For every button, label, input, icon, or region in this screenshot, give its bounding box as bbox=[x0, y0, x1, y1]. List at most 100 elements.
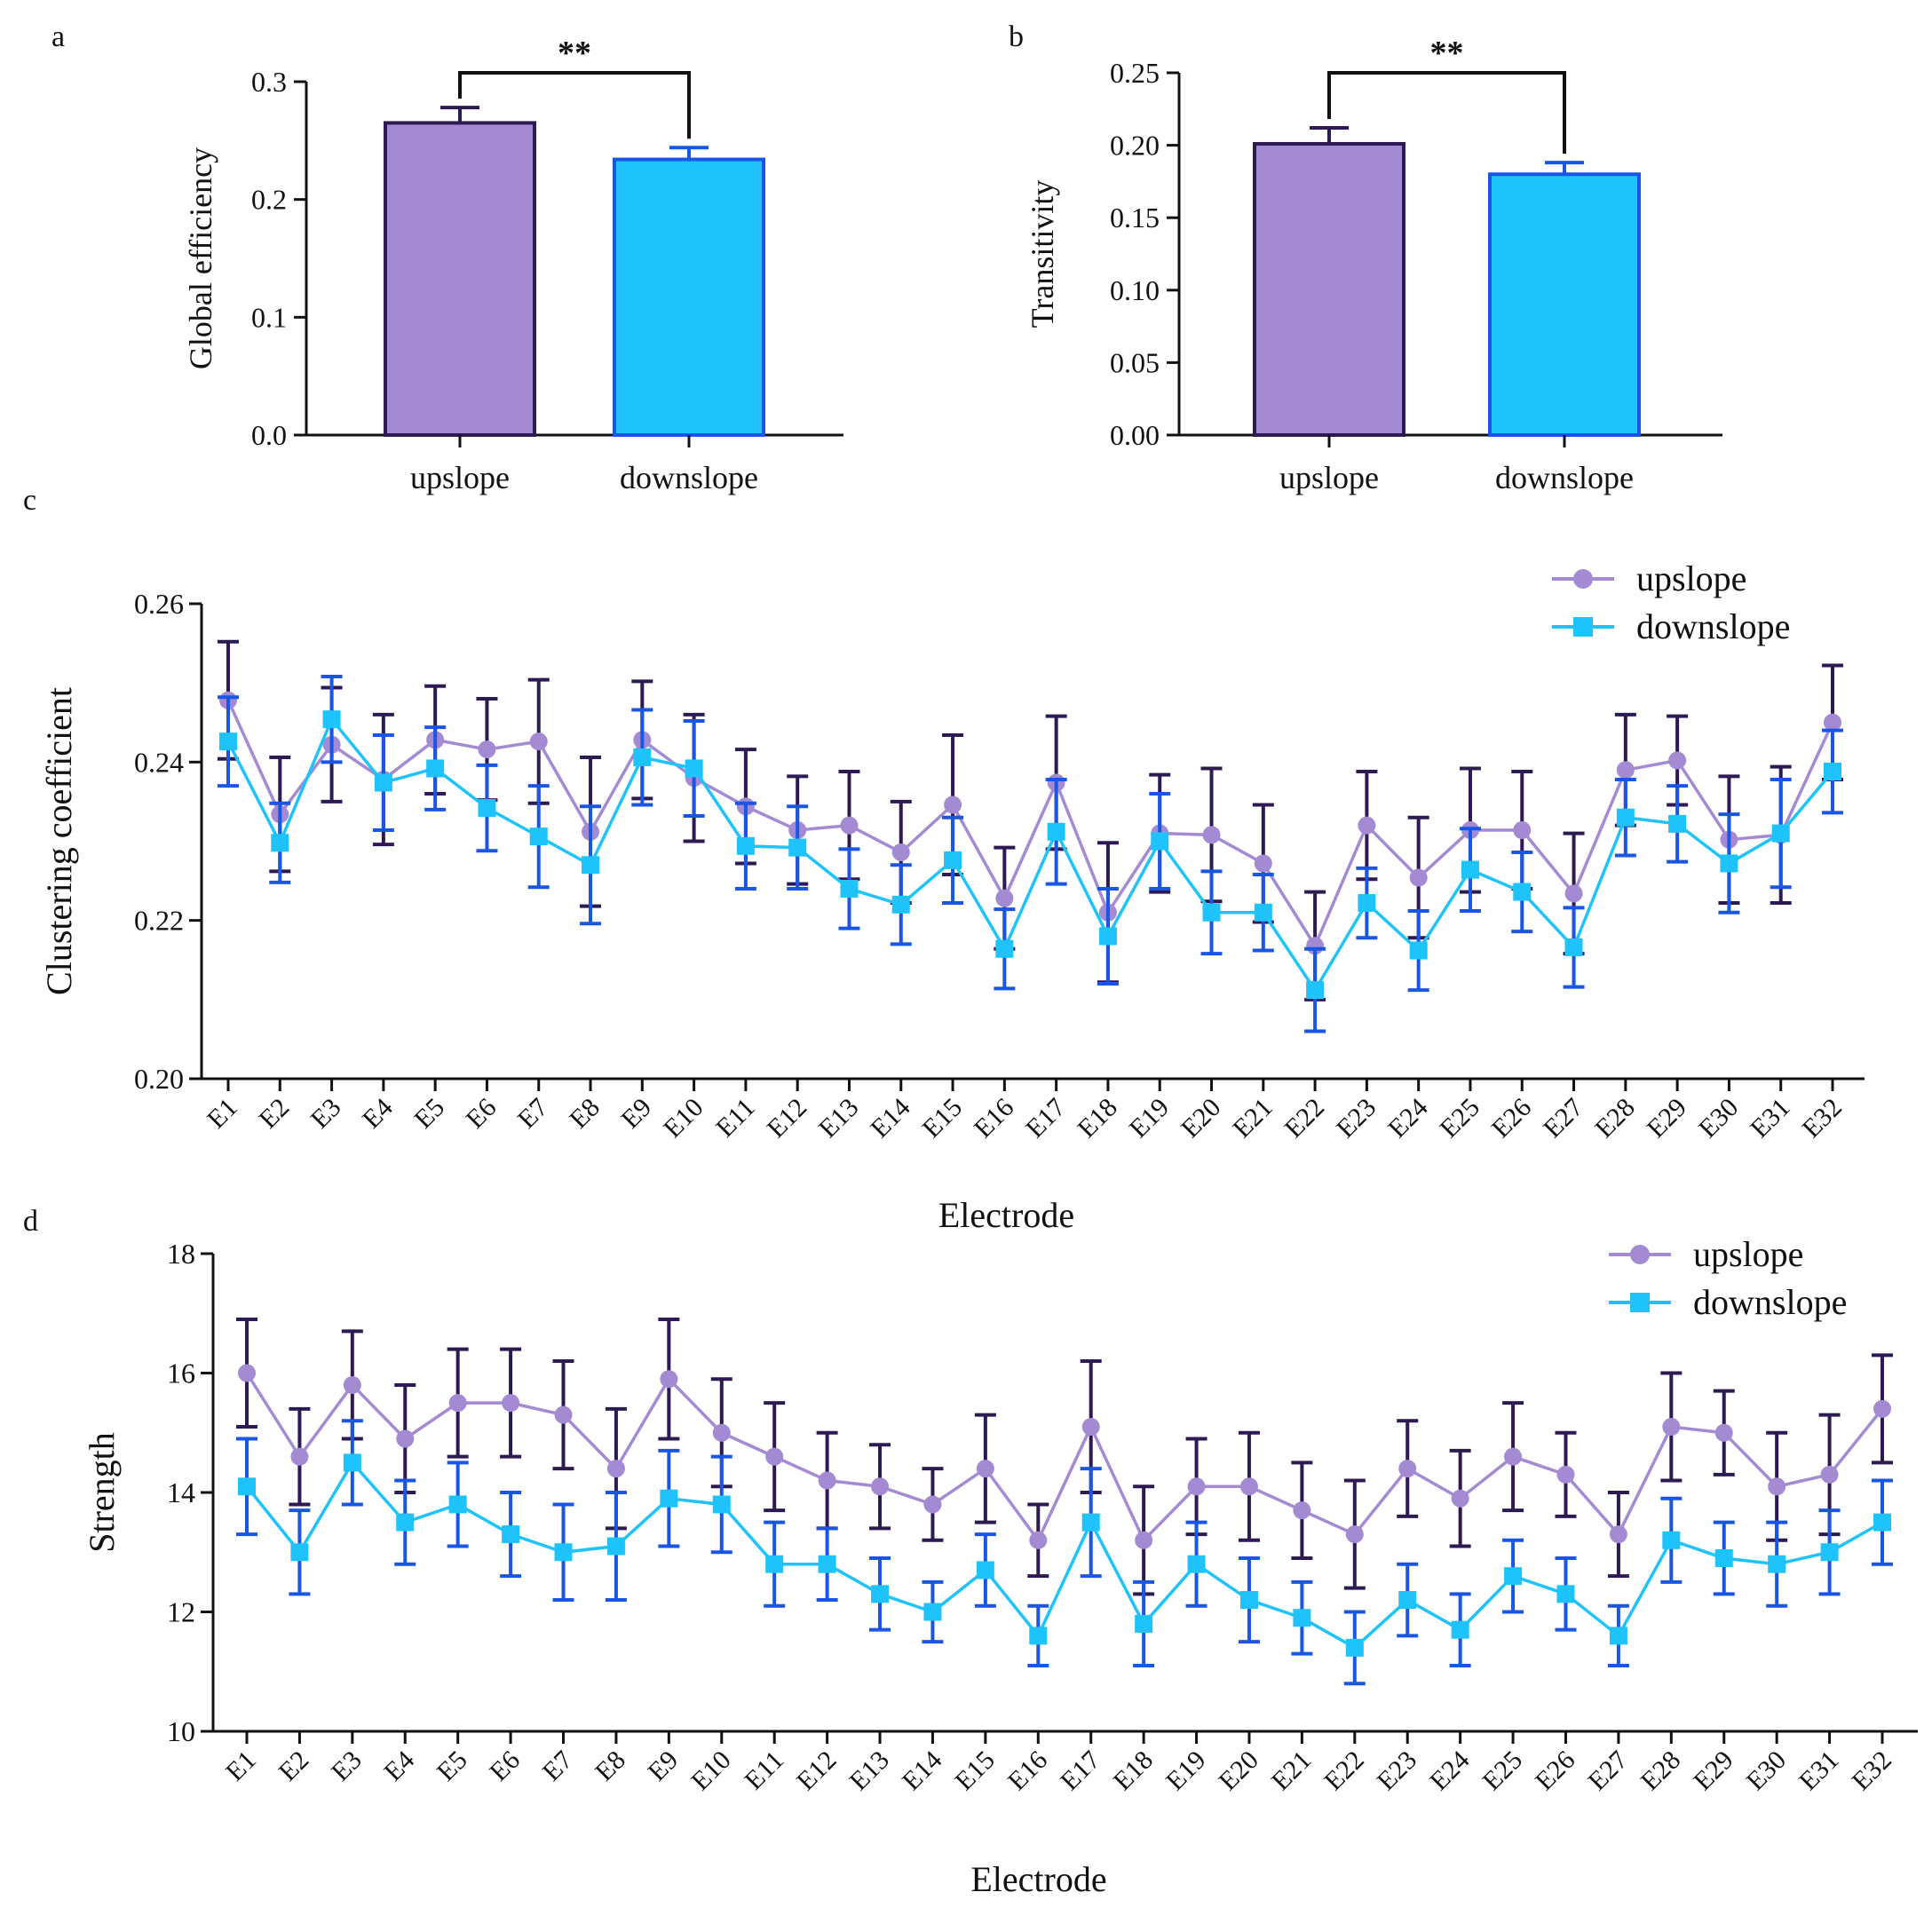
x-axis-label: Electrode bbox=[938, 1195, 1074, 1235]
x-tick-label: E10 bbox=[685, 1746, 737, 1797]
x-tick-label: E12 bbox=[791, 1746, 843, 1797]
data-point-upslope bbox=[1616, 761, 1635, 780]
x-tick-label: E17 bbox=[1020, 1093, 1072, 1144]
panel-label-b: b bbox=[1009, 20, 1024, 53]
x-tick-label: upslope bbox=[410, 460, 510, 495]
series-line-downslope bbox=[226, 716, 1834, 994]
x-tick-label: E27 bbox=[1582, 1746, 1634, 1797]
data-point-downslope bbox=[1609, 1627, 1627, 1645]
x-tick-label: E29 bbox=[1688, 1746, 1739, 1797]
data-point-downslope bbox=[712, 1495, 731, 1514]
data-point-upslope bbox=[1398, 1460, 1417, 1478]
data-point-upslope bbox=[1293, 1501, 1311, 1520]
data-point-downslope bbox=[426, 759, 445, 778]
x-tick-label: E8 bbox=[590, 1746, 631, 1787]
data-point-downslope bbox=[1081, 1513, 1100, 1532]
legend-marker-upslope bbox=[1630, 1245, 1650, 1264]
data-point-downslope bbox=[219, 732, 237, 751]
y-axis-label: Clustering coefficient bbox=[39, 687, 79, 995]
data-point-upslope bbox=[944, 796, 962, 814]
data-point-downslope bbox=[1820, 1543, 1839, 1562]
significance-label: ** bbox=[1430, 35, 1464, 72]
data-point-downslope bbox=[271, 834, 289, 852]
significance-bracket bbox=[458, 71, 691, 139]
x-tick-label: E14 bbox=[897, 1746, 948, 1797]
bar-downslope bbox=[1488, 172, 1641, 438]
data-point-upslope bbox=[1029, 1531, 1048, 1549]
x-tick-label: E13 bbox=[843, 1746, 895, 1797]
data-point-upslope bbox=[891, 843, 910, 861]
data-point-downslope bbox=[944, 851, 962, 869]
significance-label: ** bbox=[558, 35, 591, 72]
data-point-downslope bbox=[1668, 814, 1687, 833]
data-point-upslope bbox=[976, 1460, 994, 1478]
data-point-downslope bbox=[736, 836, 755, 855]
series-line-upslope bbox=[245, 1372, 1884, 1544]
data-point-downslope bbox=[1409, 941, 1428, 960]
y-tick-label: 0.00 bbox=[1110, 419, 1160, 451]
data-point-upslope bbox=[1254, 854, 1272, 873]
x-tick-label: E20 bbox=[1176, 1093, 1227, 1144]
x-axis-label: Electrode bbox=[970, 1859, 1106, 1899]
data-point-downslope bbox=[1662, 1531, 1681, 1549]
data-point-upslope bbox=[238, 1364, 256, 1382]
x-tick-label: E28 bbox=[1635, 1746, 1687, 1797]
x-tick-label: E13 bbox=[813, 1093, 865, 1144]
significance-bracket bbox=[1327, 71, 1566, 154]
y-tick-label: 0.22 bbox=[134, 905, 184, 937]
legend-label-downslope: downslope bbox=[1636, 606, 1790, 646]
data-point-downslope bbox=[1461, 860, 1479, 879]
legend-label-upslope: upslope bbox=[1693, 1234, 1803, 1274]
x-tick-label: E18 bbox=[1108, 1746, 1160, 1797]
y-tick-label: 0.2 bbox=[251, 184, 287, 216]
data-point-upslope bbox=[1873, 1399, 1891, 1418]
data-point-downslope bbox=[1345, 1638, 1364, 1657]
x-tick-label: E2 bbox=[273, 1746, 314, 1787]
x-tick-label: E9 bbox=[642, 1746, 684, 1787]
data-point-downslope bbox=[1239, 1591, 1258, 1610]
x-tick-label: E4 bbox=[357, 1093, 399, 1135]
x-tick-label: E3 bbox=[326, 1746, 368, 1787]
data-point-upslope bbox=[1345, 1525, 1364, 1544]
bar-upslope bbox=[384, 121, 536, 438]
data-point-upslope bbox=[396, 1429, 415, 1448]
y-tick-label: 0.1 bbox=[251, 301, 287, 333]
data-point-upslope bbox=[871, 1477, 890, 1496]
data-point-downslope bbox=[1029, 1627, 1048, 1645]
data-point-upslope bbox=[290, 1447, 309, 1466]
bar-upslope bbox=[1253, 141, 1405, 438]
data-point-downslope bbox=[1824, 763, 1841, 781]
data-point-upslope bbox=[1714, 1423, 1733, 1442]
x-tick-label: E32 bbox=[1846, 1746, 1897, 1797]
data-point-downslope bbox=[1504, 1567, 1523, 1586]
y-tick-label: 0.15 bbox=[1110, 202, 1160, 234]
bar-downslope bbox=[613, 157, 765, 437]
x-tick-label: E21 bbox=[1227, 1093, 1279, 1144]
x-tick-label: E31 bbox=[1745, 1093, 1796, 1144]
data-point-upslope bbox=[1668, 751, 1687, 770]
x-tick-label: E5 bbox=[408, 1093, 450, 1135]
x-tick-label: E19 bbox=[1160, 1746, 1212, 1797]
x-tick-label: E19 bbox=[1124, 1093, 1176, 1144]
legend-marker-upslope bbox=[1573, 569, 1593, 589]
data-point-upslope bbox=[554, 1405, 573, 1424]
data-point-downslope bbox=[685, 759, 703, 778]
x-tick-label: E24 bbox=[1424, 1746, 1476, 1797]
x-tick-label: E10 bbox=[658, 1093, 709, 1144]
y-tick-label: 16 bbox=[167, 1358, 195, 1389]
x-tick-label: E16 bbox=[969, 1093, 1020, 1144]
data-point-downslope bbox=[322, 710, 341, 729]
data-point-downslope bbox=[554, 1543, 573, 1562]
data-point-upslope bbox=[1451, 1489, 1469, 1508]
data-point-upslope bbox=[712, 1423, 731, 1442]
data-point-downslope bbox=[1202, 903, 1221, 922]
x-tick-label: E3 bbox=[305, 1093, 347, 1135]
data-point-upslope bbox=[1239, 1477, 1258, 1496]
x-tick-label: E22 bbox=[1279, 1093, 1331, 1144]
data-point-downslope bbox=[891, 895, 910, 914]
data-point-upslope bbox=[1187, 1477, 1206, 1496]
x-tick-label: E17 bbox=[1055, 1746, 1106, 1797]
data-point-downslope bbox=[606, 1537, 625, 1556]
data-point-upslope bbox=[448, 1394, 467, 1413]
